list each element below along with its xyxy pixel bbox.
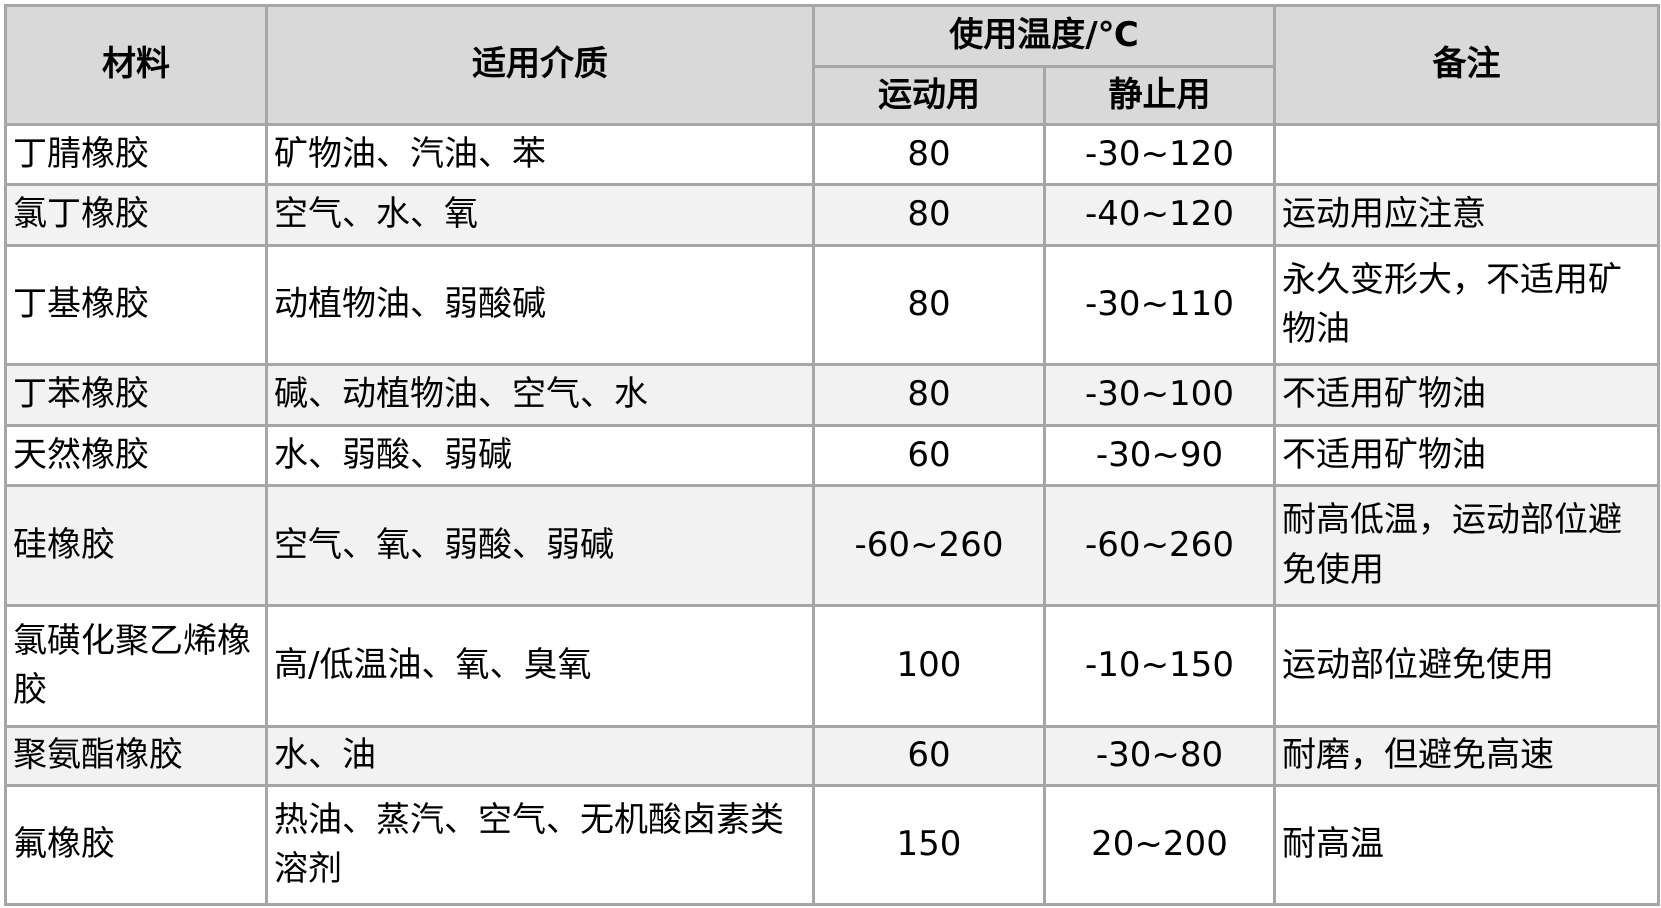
header-dynamic: 运动用 (812, 65, 1046, 126)
cell-material: 聚氨酯橡胶 (4, 725, 268, 787)
cell-medium: 矿物油、汽油、苯 (265, 123, 815, 186)
header-static: 静止用 (1043, 65, 1276, 126)
header-temp: 使用温度/℃ (812, 4, 1276, 68)
cell-note: 耐高温 (1273, 784, 1660, 906)
cell-material: 氯丁橡胶 (4, 183, 268, 247)
cell-dynamic: 80 (812, 183, 1046, 247)
cell-note: 耐高低温，运动部位避免使用 (1273, 484, 1660, 607)
cell-static: -30~110 (1043, 244, 1276, 366)
cell-material: 丁基橡胶 (4, 244, 268, 366)
table-row: 氟橡胶 热油、蒸汽、空气、无机酸卤素类溶剂 150 20~200 耐高温 (4, 784, 1660, 906)
cell-medium: 高/低温油、氧、臭氧 (265, 604, 815, 728)
cell-medium: 空气、水、氧 (265, 183, 815, 247)
cell-static: -30~80 (1043, 725, 1276, 787)
cell-dynamic: 100 (812, 604, 1046, 728)
cell-static: -30~100 (1043, 363, 1276, 427)
cell-note: 不适用矿物油 (1273, 363, 1660, 427)
cell-static: -60~260 (1043, 484, 1276, 607)
cell-material: 天然橡胶 (4, 424, 268, 487)
cell-medium: 水、油 (265, 725, 815, 787)
cell-material: 氟橡胶 (4, 784, 268, 906)
cell-medium: 空气、氧、弱酸、弱碱 (265, 484, 815, 607)
table-row: 天然橡胶 水、弱酸、弱碱 60 -30~90 不适用矿物油 (4, 424, 1660, 487)
cell-note: 不适用矿物油 (1273, 424, 1660, 487)
table-row: 硅橡胶 空气、氧、弱酸、弱碱 -60~260 -60~260 耐高低温，运动部位避免使用 (4, 484, 1660, 607)
cell-material: 丁苯橡胶 (4, 363, 268, 427)
header-medium: 适用介质 (265, 4, 815, 126)
cell-static: -40~120 (1043, 183, 1276, 247)
cell-dynamic: 80 (812, 244, 1046, 366)
header-material: 材料 (4, 4, 268, 126)
cell-medium: 动植物油、弱酸碱 (265, 244, 815, 366)
cell-dynamic: 80 (812, 123, 1046, 186)
cell-material: 硅橡胶 (4, 484, 268, 607)
table-row: 丁苯橡胶 碱、动植物油、空气、水 80 -30~100 不适用矿物油 (4, 363, 1660, 427)
cell-dynamic: 60 (812, 725, 1046, 787)
cell-note: 永久变形大，不适用矿物油 (1273, 244, 1660, 366)
cell-medium: 水、弱酸、弱碱 (265, 424, 815, 487)
table-row: 丁腈橡胶 矿物油、汽油、苯 80 -30~120 (4, 123, 1660, 186)
table-row: 聚氨酯橡胶 水、油 60 -30~80 耐磨，但避免高速 (4, 725, 1660, 787)
cell-static: -30~90 (1043, 424, 1276, 487)
cell-note: 运动部位避免使用 (1273, 604, 1660, 728)
table-row: 丁基橡胶 动植物油、弱酸碱 80 -30~110 永久变形大，不适用矿物油 (4, 244, 1660, 366)
cell-dynamic: 150 (812, 784, 1046, 906)
cell-dynamic: 60 (812, 424, 1046, 487)
cell-material: 氯磺化聚乙烯橡胶 (4, 604, 268, 728)
cell-note (1273, 123, 1660, 186)
cell-static: 20~200 (1043, 784, 1276, 906)
cell-medium: 碱、动植物油、空气、水 (265, 363, 815, 427)
table-row: 氯丁橡胶 空气、水、氧 80 -40~120 运动用应注意 (4, 183, 1660, 247)
cell-material: 丁腈橡胶 (4, 123, 268, 186)
cell-static: -30~120 (1043, 123, 1276, 186)
cell-note: 耐磨，但避免高速 (1273, 725, 1660, 787)
rubber-materials-table: 材料 适用介质 使用温度/℃ 备注 运动用 静止用 丁腈橡胶 矿物油、汽油、苯 80… (4, 4, 1660, 906)
cell-medium: 热油、蒸汽、空气、无机酸卤素类溶剂 (265, 784, 815, 906)
cell-dynamic: 80 (812, 363, 1046, 427)
table-row: 氯磺化聚乙烯橡胶 高/低温油、氧、臭氧 100 -10~150 运动部位避免使用 (4, 604, 1660, 728)
header-note: 备注 (1273, 4, 1660, 126)
cell-static: -10~150 (1043, 604, 1276, 728)
cell-dynamic: -60~260 (812, 484, 1046, 607)
cell-note: 运动用应注意 (1273, 183, 1660, 247)
